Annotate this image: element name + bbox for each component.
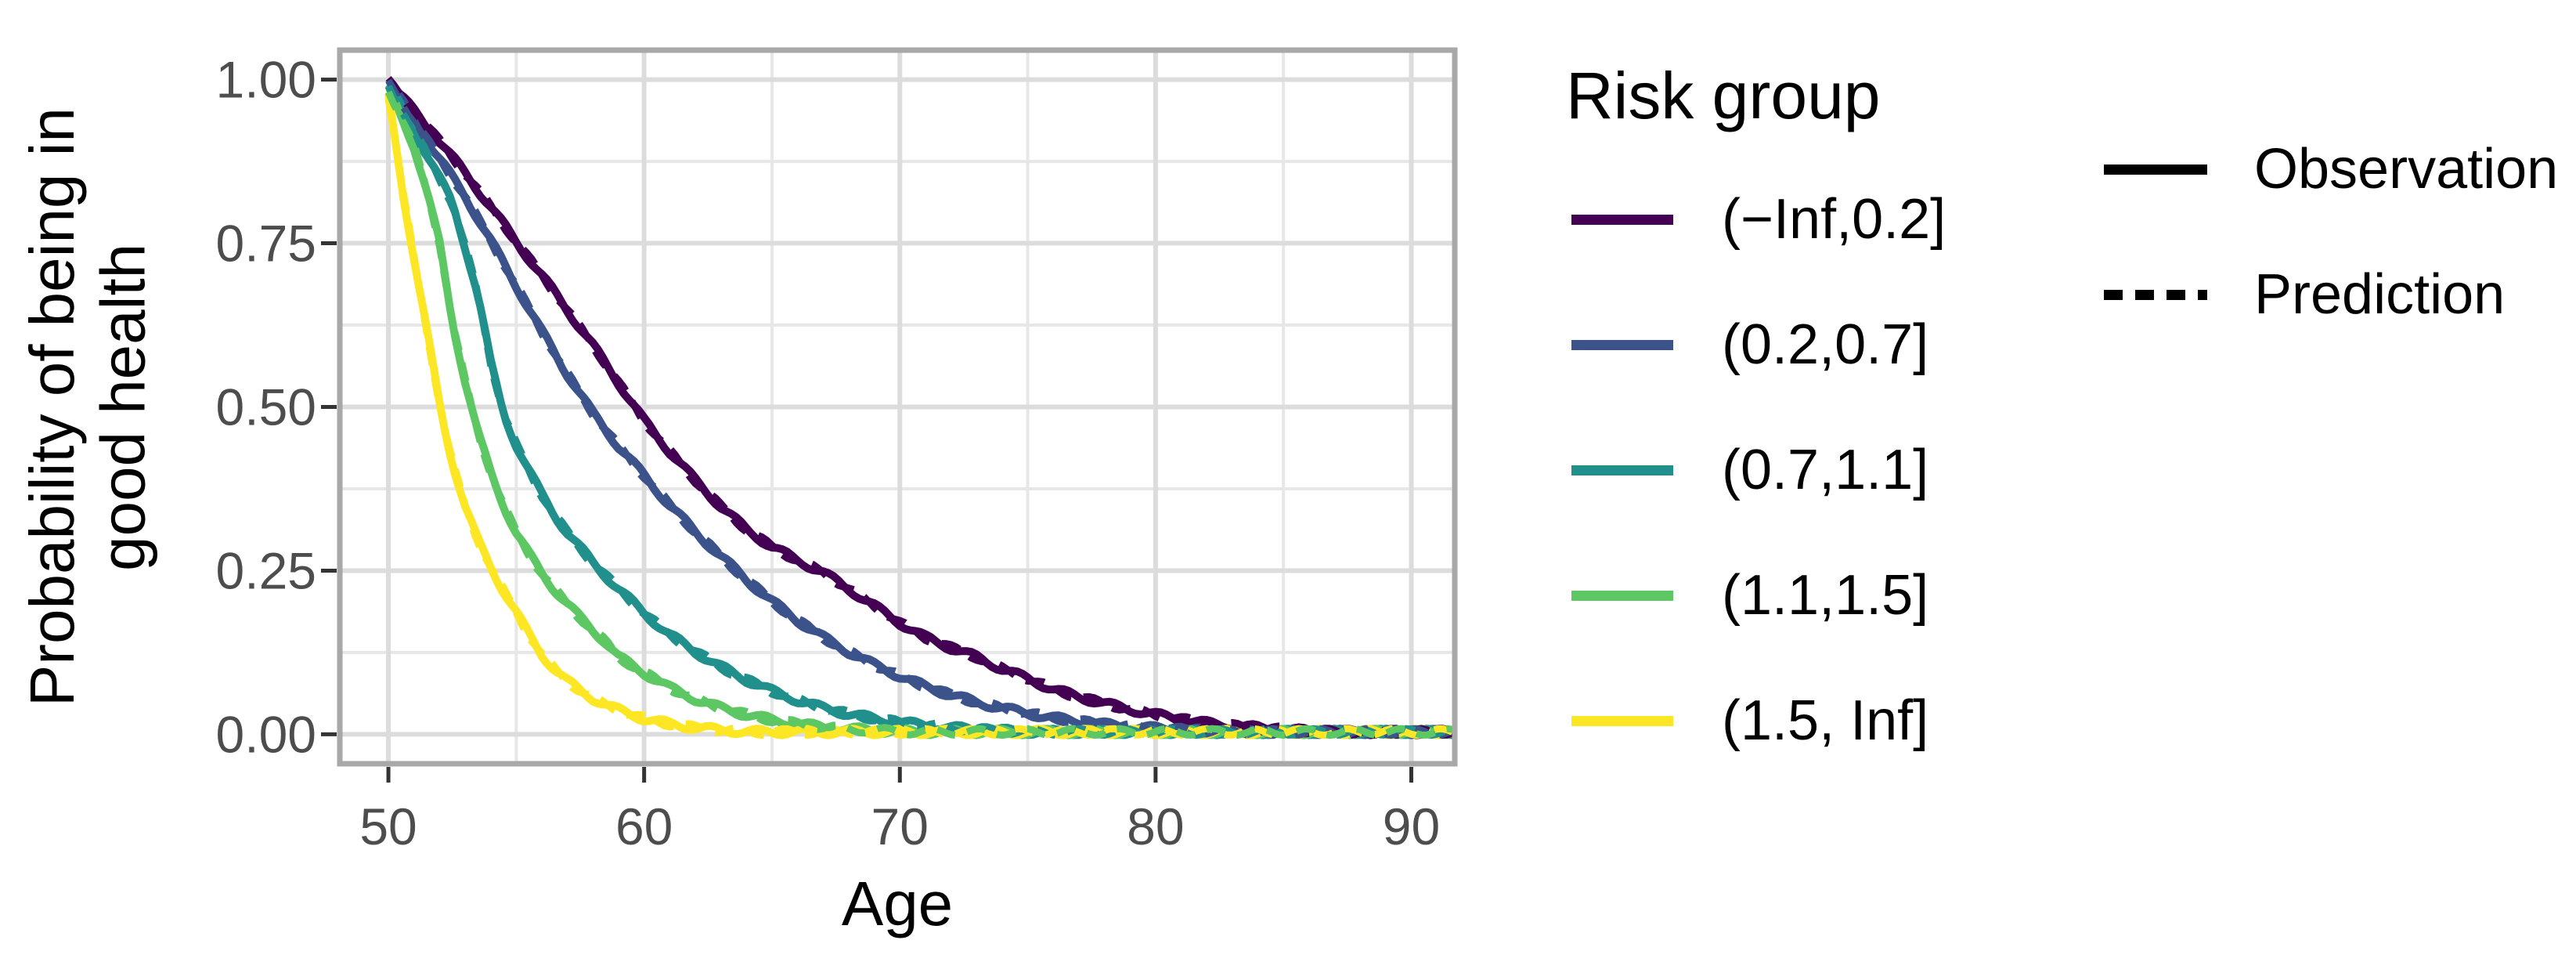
dashed-line-key-icon <box>2104 289 2207 300</box>
x-axis-title: Age <box>841 869 954 938</box>
legend-item-observation: Observation <box>2104 134 2558 204</box>
legend-item-risk-4: (1.1,1.5] <box>1571 560 1928 631</box>
svg-text:0.50: 0.50 <box>216 378 316 436</box>
svg-text:90: 90 <box>1383 797 1440 855</box>
y-axis-title-line2: good health <box>88 243 158 571</box>
legend-item-risk-2: (0.2,0.7] <box>1571 309 1928 380</box>
legend-item-label: (1.5, Inf] <box>1722 689 1929 752</box>
y-axis-title: Probability of being in good health <box>17 50 159 764</box>
svg-text:60: 60 <box>615 797 673 855</box>
svg-text:80: 80 <box>1127 797 1184 855</box>
legend-item-label: (0.7,1.1] <box>1722 439 1929 501</box>
legend-key-line-blue <box>1571 339 1673 350</box>
legend-item-risk-3: (0.7,1.1] <box>1571 435 1928 505</box>
legend-key-line-teal <box>1571 465 1673 475</box>
risk-group-legend-title: Risk group <box>1566 59 1881 132</box>
solid-line-key-icon <box>2104 164 2207 175</box>
legend-item-risk-5: (1.5, Inf] <box>1571 685 1928 756</box>
svg-text:1.00: 1.00 <box>216 51 316 109</box>
legend-key-line-yellow <box>1571 715 1673 726</box>
legend-item-label: Observation <box>2254 138 2559 201</box>
legend-key-line-purple <box>1571 214 1673 225</box>
legend-item-label: (1.1,1.5] <box>1722 564 1929 627</box>
y-axis-title-line1: Probability of being in <box>17 107 87 707</box>
svg-text:50: 50 <box>359 797 417 855</box>
svg-text:0.75: 0.75 <box>216 215 316 273</box>
legend-item-label: Prediction <box>2254 263 2506 326</box>
legend-item-label: (0.2,0.7] <box>1722 313 1929 376</box>
legend-item-risk-1: (−Inf,0.2] <box>1571 184 1946 255</box>
legend-key-line-green <box>1571 590 1673 601</box>
svg-text:70: 70 <box>871 797 929 855</box>
legend-item-label: (−Inf,0.2] <box>1722 188 1946 251</box>
svg-text:0.00: 0.00 <box>216 705 316 763</box>
legend-item-prediction: Prediction <box>2104 259 2505 330</box>
svg-text:0.25: 0.25 <box>216 541 316 599</box>
